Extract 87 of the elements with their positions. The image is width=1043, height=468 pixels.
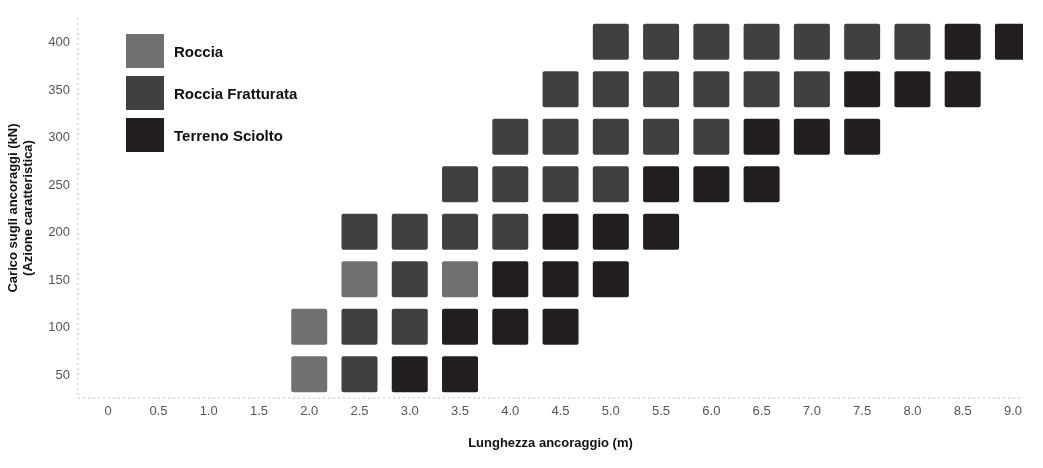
point: [592, 118, 629, 155]
legend-label: Roccia: [174, 42, 224, 60]
point: [592, 23, 629, 60]
x-tick-label: 1.0: [199, 403, 218, 419]
x-tick-label: 5.0: [601, 403, 620, 419]
point: [693, 71, 730, 108]
point: [442, 166, 479, 203]
point: [492, 166, 529, 203]
y-tick-label: 100: [48, 319, 70, 335]
x-tick-label: 9.0: [1003, 403, 1022, 419]
point: [793, 118, 830, 155]
point: [391, 356, 428, 393]
point: [542, 118, 579, 155]
point: [492, 213, 529, 250]
x-tick-label: 4.0: [501, 403, 520, 419]
point: [643, 118, 680, 155]
y-tick-label: 300: [48, 129, 70, 145]
x-tick-label: 8.5: [953, 403, 972, 419]
point: [442, 308, 479, 345]
legend-label: Terreno Sciolto: [174, 126, 283, 144]
point: [643, 166, 680, 203]
x-tick-label: 6.0: [702, 403, 721, 419]
y-tick-label: 350: [48, 81, 70, 97]
point: [341, 308, 378, 345]
point: [442, 261, 479, 298]
point: [391, 213, 428, 250]
point: [693, 23, 730, 60]
point: [944, 23, 981, 60]
point: [542, 261, 579, 298]
x-tick-label: 5.5: [652, 403, 671, 419]
point: [693, 166, 730, 203]
point: [844, 23, 881, 60]
point: [592, 261, 629, 298]
point: [643, 71, 680, 108]
point: [291, 308, 328, 345]
point: [542, 166, 579, 203]
point: [442, 356, 479, 393]
point: [492, 308, 529, 345]
point: [743, 166, 780, 203]
x-axis-title: Lunghezza ancoraggio (m): [468, 435, 633, 451]
point: [542, 213, 579, 250]
y-tick-label: 400: [48, 34, 70, 50]
point: [291, 356, 328, 393]
point: [643, 213, 680, 250]
point: [944, 71, 981, 108]
point: [844, 118, 881, 155]
point: [793, 23, 830, 60]
point: [492, 261, 529, 298]
y-tick-label: 200: [48, 224, 70, 240]
x-tick-label: 2.5: [350, 403, 369, 419]
x-tick-label: 8.0: [903, 403, 922, 419]
point: [391, 261, 428, 298]
point: [341, 356, 378, 393]
point: [341, 213, 378, 250]
point: [793, 71, 830, 108]
x-tick-label: 1.5: [249, 403, 268, 419]
point: [844, 71, 881, 108]
point: [341, 261, 378, 298]
point: [693, 118, 730, 155]
point: [492, 118, 529, 155]
point: [592, 71, 629, 108]
x-tick-label: 0.5: [149, 403, 168, 419]
point: [643, 23, 680, 60]
x-tick-label: 7.0: [802, 403, 821, 419]
y-tick-label: 250: [48, 176, 70, 192]
point: [391, 308, 428, 345]
x-tick-label: 7.5: [853, 403, 872, 419]
y-axis-title: Carico sugli ancoraggi (kN) (Azione caratteristica): [4, 123, 35, 293]
x-tick-label: 4.5: [551, 403, 570, 419]
point: [542, 308, 579, 345]
point: [442, 213, 479, 250]
point: [592, 166, 629, 203]
point: [542, 71, 579, 108]
point: [894, 23, 931, 60]
y-tick-label: 150: [48, 271, 70, 287]
x-tick-label: 2.0: [300, 403, 319, 419]
point: [743, 71, 780, 108]
point: [743, 23, 780, 60]
x-tick-label: 3.5: [450, 403, 470, 419]
x-tick-label: 6.5: [752, 403, 771, 419]
x-tick-label: 0: [104, 403, 112, 419]
point: [743, 118, 780, 155]
x-tick-label: 3.0: [400, 403, 419, 419]
point: [592, 213, 629, 250]
legend-label: Roccia Fratturata: [174, 84, 298, 102]
point: [894, 71, 931, 108]
y-tick-label: 50: [55, 366, 70, 382]
